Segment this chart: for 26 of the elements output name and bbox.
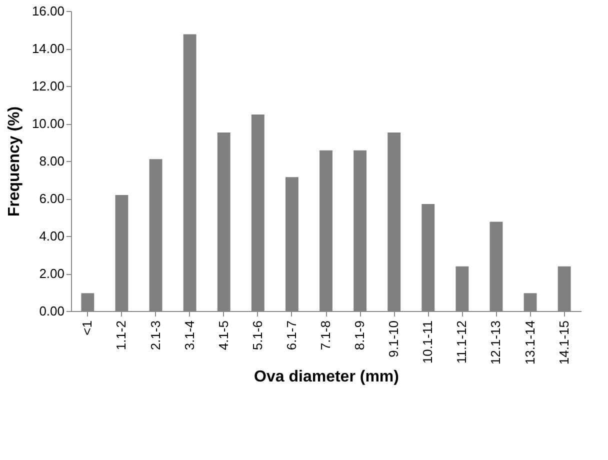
y-tick-label: 2.00 — [39, 266, 64, 281]
y-tick-label: 14.00 — [32, 41, 64, 56]
x-tick-label: 6.1-7 — [284, 320, 299, 350]
x-tick-label: 3.1-4 — [182, 320, 197, 350]
x-tick-label: 2.1-3 — [148, 320, 163, 350]
y-tick-label: 4.00 — [39, 228, 64, 244]
y-tick-label: 10.00 — [32, 116, 64, 131]
y-tick-label: 6.00 — [39, 191, 64, 206]
x-tick-label: <1 — [80, 320, 95, 336]
x-tick-label: 8.1-9 — [352, 320, 368, 350]
x-tick-label: 9.1-10 — [386, 320, 402, 358]
y-tick-label: 16.00 — [32, 4, 64, 18]
x-tick-label: 10.1-11 — [420, 320, 436, 364]
x-tick-label: 14.1-15 — [556, 320, 572, 365]
y-tick-label: 12.00 — [32, 78, 64, 94]
x-tick-label: 11.1-12 — [454, 320, 470, 364]
x-tick-label: 5.1-6 — [250, 320, 265, 350]
y-tick-label: 0.00 — [39, 304, 64, 318]
x-tick-label: 13.1-14 — [522, 320, 538, 365]
x-axis-title: Ova diameter (mm) — [254, 368, 399, 386]
x-tick-label: 12.1-13 — [488, 320, 504, 365]
x-tick-label: 1.1-2 — [114, 320, 129, 350]
x-tick-label: 4.1-5 — [216, 320, 231, 350]
y-tick-label: 8.00 — [39, 154, 64, 168]
y-axis-title: Frequency (%) — [6, 106, 23, 217]
x-tick-label: 7.1-8 — [318, 320, 333, 350]
